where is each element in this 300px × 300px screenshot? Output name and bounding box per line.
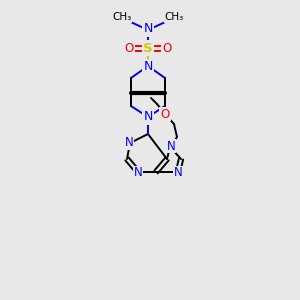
Text: N: N bbox=[124, 136, 134, 149]
Text: CH₃: CH₃ bbox=[164, 12, 184, 22]
Text: N: N bbox=[174, 167, 182, 179]
Text: N: N bbox=[143, 59, 153, 73]
Text: N: N bbox=[143, 110, 153, 124]
Text: S: S bbox=[143, 41, 153, 55]
Text: N: N bbox=[143, 22, 153, 35]
Text: O: O bbox=[160, 107, 169, 121]
Text: CH₃: CH₃ bbox=[112, 12, 132, 22]
Text: N: N bbox=[167, 140, 176, 152]
Text: O: O bbox=[124, 41, 134, 55]
Text: O: O bbox=[162, 41, 172, 55]
Text: N: N bbox=[134, 167, 142, 179]
